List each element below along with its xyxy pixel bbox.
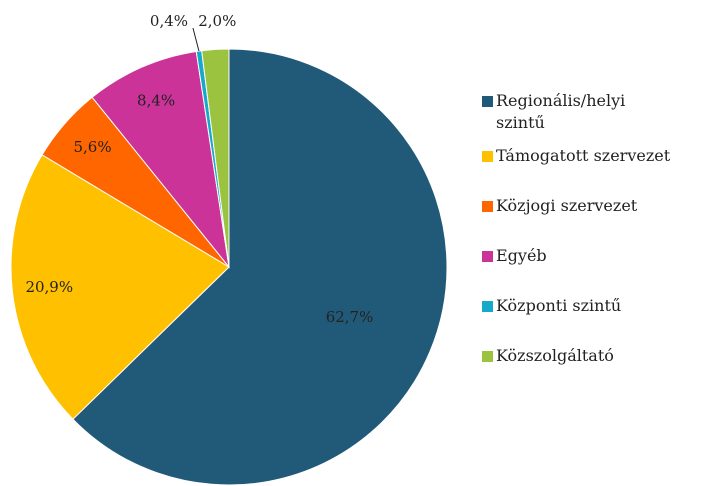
pie-slice [201, 48, 230, 268]
pie-slice [91, 50, 230, 269]
legend-label: Regionális/helyi szintű [496, 91, 626, 132]
legend-label: Egyéb [496, 246, 547, 265]
legend-label: Közjogi szervezet [496, 196, 638, 215]
legend-swatch [482, 301, 493, 312]
legend-label: Támogatott szervezet [496, 146, 671, 165]
legend-swatch [482, 251, 493, 262]
legend-label: Központi szintű [496, 296, 622, 315]
pie-slice [72, 48, 448, 486]
legend-swatch [482, 96, 493, 107]
legend-swatch [482, 151, 493, 162]
data-label: 5,6% [73, 138, 111, 156]
pie-slice [10, 154, 230, 420]
legend-swatch [482, 201, 493, 212]
leader-line [192, 27, 200, 52]
data-label: 2,0% [198, 12, 236, 30]
data-label: 0,4% [150, 12, 188, 30]
legend-label: Közszolgáltató [496, 346, 614, 365]
data-label: 20,9% [25, 278, 73, 296]
data-label: 62,7% [326, 308, 374, 326]
legend-swatch [482, 351, 493, 362]
legend-item: Közjogi szervezet [482, 195, 703, 245]
legend-item: Közszolgáltató [482, 345, 703, 395]
legend-item: Központi szintű [482, 295, 703, 345]
legend-item: Egyéb [482, 245, 703, 295]
data-label: 8,4% [137, 91, 175, 109]
legend: Regionális/helyi szintű Támogatott szerve… [482, 90, 703, 395]
legend-item: Támogatott szervezet [482, 145, 703, 195]
legend-item: Regionális/helyi szintű [482, 90, 666, 145]
chart: 62,7% 20,9% 5,6% 8,4% 0,4% 2,0% [10, 12, 448, 486]
